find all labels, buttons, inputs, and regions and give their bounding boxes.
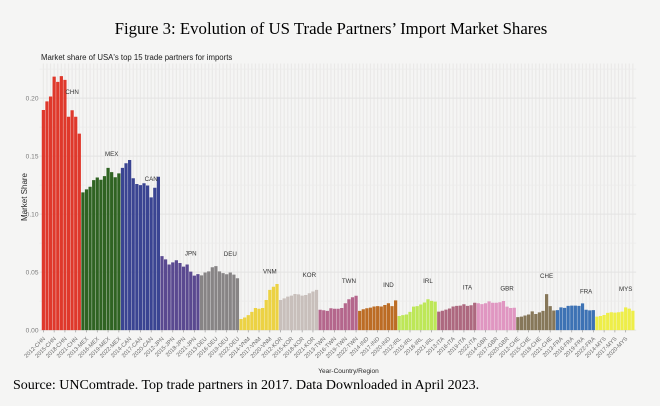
svg-text:IRL: IRL [423, 278, 433, 285]
svg-text:CAN: CAN [145, 176, 158, 183]
svg-text:GBR: GBR [500, 285, 514, 292]
svg-text:KOR: KOR [303, 272, 317, 279]
svg-text:0.00: 0.00 [26, 327, 39, 334]
svg-text:IND: IND [383, 282, 394, 289]
svg-text:MEX: MEX [105, 151, 118, 158]
svg-text:CHE: CHE [540, 273, 553, 280]
svg-text:Market share of USA's top 15 t: Market share of USA's top 15 trade partn… [41, 53, 232, 62]
svg-text:DEU: DEU [224, 251, 237, 258]
svg-text:MYS: MYS [619, 286, 632, 293]
svg-text:VNM: VNM [263, 269, 277, 276]
svg-text:0.05: 0.05 [26, 269, 39, 276]
svg-text:TWN: TWN [342, 278, 356, 285]
svg-text:Year-Country/Region: Year-Country/Region [318, 368, 379, 375]
svg-text:CHN: CHN [65, 89, 78, 96]
svg-text:ITA: ITA [463, 285, 473, 292]
svg-text:0.10: 0.10 [26, 211, 39, 218]
svg-text:Market Share: Market Share [20, 172, 29, 221]
svg-text:0.20: 0.20 [26, 95, 39, 102]
svg-text:JPN: JPN [185, 250, 197, 257]
svg-text:0.15: 0.15 [26, 153, 39, 160]
svg-text:FRA: FRA [580, 289, 593, 296]
